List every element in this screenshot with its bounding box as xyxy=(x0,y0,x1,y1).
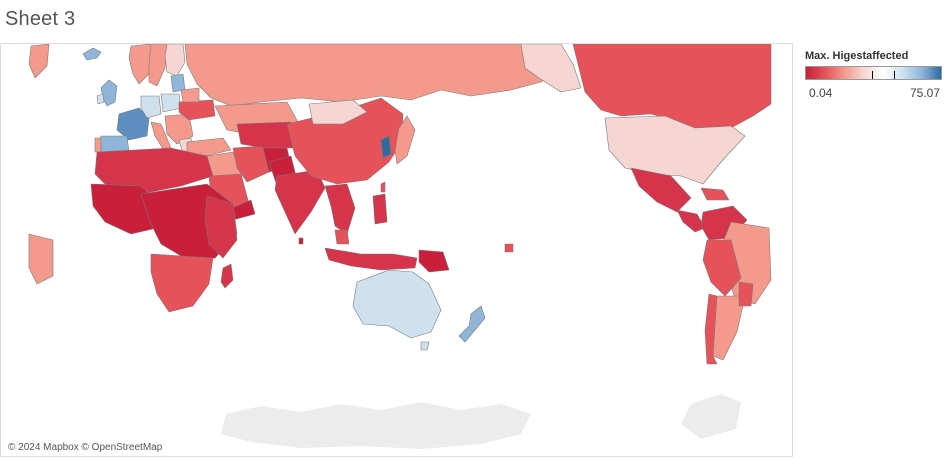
legend-max-label: 75.07 xyxy=(909,86,940,100)
country-uruguay-paraguay xyxy=(738,281,754,307)
country-finland xyxy=(164,44,186,77)
country-philippines xyxy=(372,193,388,225)
legend-gradient-bar xyxy=(805,66,942,80)
country-portugal xyxy=(94,137,102,153)
country-turkey xyxy=(186,137,232,157)
country-indonesia xyxy=(324,247,418,271)
country-brazil-west-edge xyxy=(28,233,54,285)
country-india xyxy=(274,169,326,235)
country-sri-lanka xyxy=(298,237,304,245)
legend-midpoint-mark xyxy=(872,71,873,79)
country-new-zealand xyxy=(458,305,486,343)
antarctica-land xyxy=(221,402,531,449)
country-fiji xyxy=(504,243,514,253)
country-greenland-edge xyxy=(28,44,50,79)
country-iceland xyxy=(82,47,102,61)
legend-min-label: 0.04 xyxy=(809,86,833,100)
map-view[interactable] xyxy=(0,43,793,457)
country-korea xyxy=(380,135,392,159)
sheet-title: Sheet 3 xyxy=(5,8,76,30)
country-mongolia xyxy=(308,99,368,125)
country-mexico xyxy=(630,167,692,213)
country-southern-africa xyxy=(150,253,214,313)
country-germany xyxy=(140,95,162,119)
color-legend[interactable]: Max. Higestaffected 0.04 75.07 xyxy=(805,50,943,100)
country-ireland xyxy=(96,93,105,105)
country-taiwan xyxy=(380,181,386,193)
country-caribbean xyxy=(700,187,730,201)
country-central-america xyxy=(676,209,706,233)
country-poland xyxy=(160,93,182,113)
country-indochina xyxy=(324,183,356,235)
country-chile xyxy=(704,293,718,365)
world-map[interactable] xyxy=(1,44,793,457)
country-tasmania xyxy=(420,341,430,351)
country-australia xyxy=(352,269,442,339)
country-japan xyxy=(394,115,416,165)
antarctica-land xyxy=(681,394,741,439)
country-russia xyxy=(184,44,562,107)
country-malaysia xyxy=(334,229,350,245)
legend-midpoint-mark xyxy=(894,71,895,79)
country-baltic xyxy=(170,73,186,93)
country-papua-new-guinea xyxy=(418,249,450,273)
country-ukraine xyxy=(178,99,216,121)
country-alaska xyxy=(520,44,582,93)
country-sweden xyxy=(148,44,168,87)
map-attribution[interactable]: © 2024 Mapbox © OpenStreetMap xyxy=(8,442,163,453)
country-belarus xyxy=(180,87,200,103)
country-france xyxy=(116,107,150,141)
country-usa xyxy=(604,115,746,185)
country-east-africa xyxy=(204,195,238,259)
country-north-africa xyxy=(94,147,214,195)
legend-title: Max. Higestaffected xyxy=(805,50,909,62)
country-madagascar xyxy=(220,263,234,289)
